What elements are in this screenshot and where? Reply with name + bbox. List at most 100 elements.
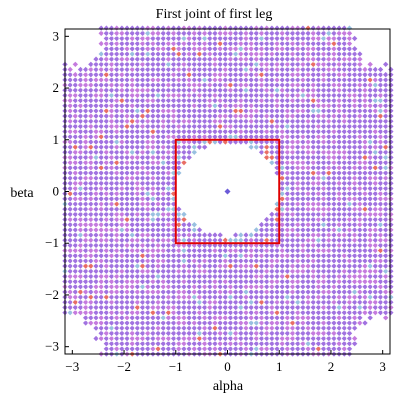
data-point	[128, 122, 136, 130]
data-point	[335, 40, 343, 48]
data-point	[133, 112, 141, 120]
data-point	[278, 76, 286, 84]
data-point	[118, 226, 126, 234]
data-point	[356, 159, 364, 167]
data-point	[226, 102, 235, 110]
data-point	[139, 55, 147, 63]
data-point	[242, 81, 250, 89]
data-point	[206, 293, 214, 301]
data-point	[387, 210, 395, 218]
data-point	[366, 190, 374, 198]
data-point	[97, 91, 105, 99]
data-point	[314, 55, 322, 63]
data-point	[252, 71, 260, 79]
data-point	[371, 215, 379, 224]
data-point	[164, 60, 172, 68]
data-point	[356, 97, 364, 105]
data-point	[195, 76, 204, 84]
data-point	[154, 34, 162, 42]
data-point	[258, 288, 266, 296]
data-point	[330, 60, 338, 68]
data-point	[123, 288, 131, 296]
data-point	[180, 278, 188, 286]
data-point	[190, 267, 198, 275]
data-point	[118, 278, 126, 286]
data-point	[159, 345, 167, 353]
data-point	[170, 314, 178, 322]
data-point	[278, 329, 286, 337]
data-point	[195, 122, 204, 130]
data-point	[345, 221, 354, 229]
data-point	[237, 288, 245, 296]
data-point	[345, 283, 354, 291]
data-point	[304, 81, 312, 89]
data-point	[335, 60, 343, 68]
data-point	[206, 303, 214, 311]
data-point	[71, 303, 79, 311]
data-point	[371, 81, 379, 89]
data-point	[387, 288, 395, 296]
data-point	[299, 138, 307, 146]
data-point	[97, 303, 105, 311]
data-point	[139, 86, 147, 94]
data-point	[133, 345, 141, 353]
data-point	[133, 340, 141, 348]
data-point	[170, 102, 178, 110]
data-point	[102, 97, 110, 105]
data-point	[252, 247, 260, 255]
data-point	[268, 45, 276, 53]
data-point	[237, 86, 245, 94]
data-point	[128, 34, 136, 42]
data-point	[304, 50, 312, 58]
data-point	[195, 107, 204, 115]
data-point	[382, 164, 390, 172]
data-point	[211, 345, 219, 353]
data-point	[82, 303, 90, 311]
data-point	[66, 190, 74, 198]
data-point	[237, 50, 245, 58]
data-point	[320, 143, 328, 151]
data-point	[133, 215, 141, 224]
data-point	[335, 45, 343, 53]
data-point	[387, 143, 395, 151]
data-point	[139, 179, 147, 187]
data-point	[361, 164, 369, 172]
data-point	[76, 190, 85, 198]
data-point	[356, 303, 364, 311]
data-point	[325, 24, 333, 32]
data-point	[289, 215, 297, 224]
data-point	[304, 148, 312, 156]
data-point	[325, 293, 333, 301]
data-point	[118, 159, 126, 167]
data-point	[128, 241, 136, 249]
data-point	[170, 24, 178, 32]
data-point	[320, 128, 328, 136]
data-point	[345, 200, 354, 208]
data-point	[268, 55, 276, 63]
data-point	[97, 267, 105, 275]
data-point	[278, 293, 286, 301]
data-point	[118, 293, 126, 301]
data-point	[340, 324, 348, 332]
data-point	[232, 247, 240, 255]
data-point	[71, 133, 79, 141]
data-point	[201, 324, 209, 332]
data-point	[351, 340, 359, 348]
data-point	[294, 210, 302, 218]
data-point	[242, 314, 250, 322]
data-point	[320, 257, 328, 265]
data-point	[66, 148, 74, 156]
data-point	[144, 133, 152, 141]
data-point	[273, 252, 281, 260]
data-point	[304, 329, 312, 337]
data-point	[335, 153, 343, 161]
data-point	[154, 319, 162, 327]
data-point	[102, 122, 110, 130]
data-point	[185, 153, 193, 161]
data-point	[221, 55, 229, 63]
data-point	[242, 97, 250, 105]
data-point	[304, 71, 312, 79]
data-point	[175, 55, 183, 63]
data-point	[82, 210, 90, 218]
data-point	[382, 215, 390, 224]
